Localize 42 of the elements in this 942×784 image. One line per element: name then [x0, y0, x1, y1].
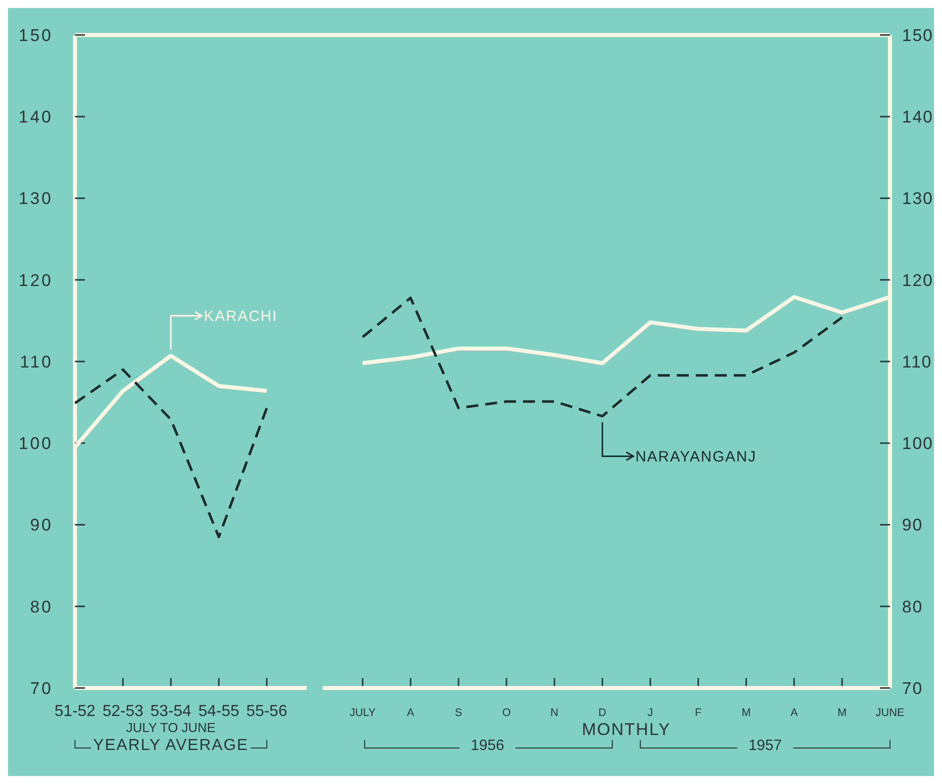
- x-tick-label: O: [502, 707, 512, 719]
- legend-label: KARACHI: [204, 308, 278, 326]
- y2-tick-label: 150: [902, 26, 934, 45]
- y-tick-label: 150: [18, 26, 53, 45]
- x-tick-label: A: [406, 707, 415, 719]
- x-tick-label: J: [648, 707, 654, 719]
- y2-tick-label: 90: [902, 516, 923, 535]
- y2-tick-label: 70: [902, 678, 923, 698]
- y-tick-label: 70: [30, 678, 53, 698]
- y-tick-label: 90: [30, 516, 53, 535]
- x-tick-label: JULY: [350, 707, 376, 719]
- x-tick-label: 54-55: [198, 703, 240, 720]
- text: 1956: [470, 737, 504, 754]
- y2-tick-label: 140: [902, 108, 934, 127]
- y-tick-label: 110: [20, 352, 53, 372]
- x-tick-label: JUNE: [876, 707, 904, 719]
- x-tick-label: F: [694, 707, 702, 719]
- text: YEARLY AVERAGE: [93, 737, 249, 754]
- y2-tick-label: 120: [902, 270, 934, 290]
- y2-tick-label: 100: [902, 434, 934, 454]
- x-tick-label: M: [742, 707, 751, 719]
- text: MONTHLY: [582, 720, 671, 739]
- y2-tick-label: 110: [902, 352, 932, 372]
- y-tick-label: 140: [18, 108, 53, 127]
- x-tick-label: N: [550, 707, 558, 719]
- y-tick-label: 120: [18, 270, 53, 290]
- legend-label: NARAYANGANJ: [635, 448, 757, 466]
- x-tick-label: D: [598, 707, 606, 719]
- x-tick-label: 53-54: [150, 703, 192, 720]
- x-tick-label: A: [790, 707, 798, 719]
- x-tick-label: 55-56: [246, 703, 288, 720]
- y2-tick-label: 130: [902, 189, 934, 208]
- y-tick-label: 130: [18, 189, 53, 208]
- x-tick-label: M: [837, 707, 847, 719]
- text: 1957: [748, 737, 782, 754]
- y-tick-label: 100: [18, 434, 53, 454]
- x-tick-label: 51-52: [54, 703, 96, 720]
- text: JULY TO JUNE: [126, 720, 216, 735]
- x-tick-label: 52-53: [102, 703, 144, 720]
- y2-tick-label: 80: [902, 597, 923, 616]
- x-tick-label: S: [454, 707, 462, 719]
- y-tick-label: 80: [30, 597, 53, 616]
